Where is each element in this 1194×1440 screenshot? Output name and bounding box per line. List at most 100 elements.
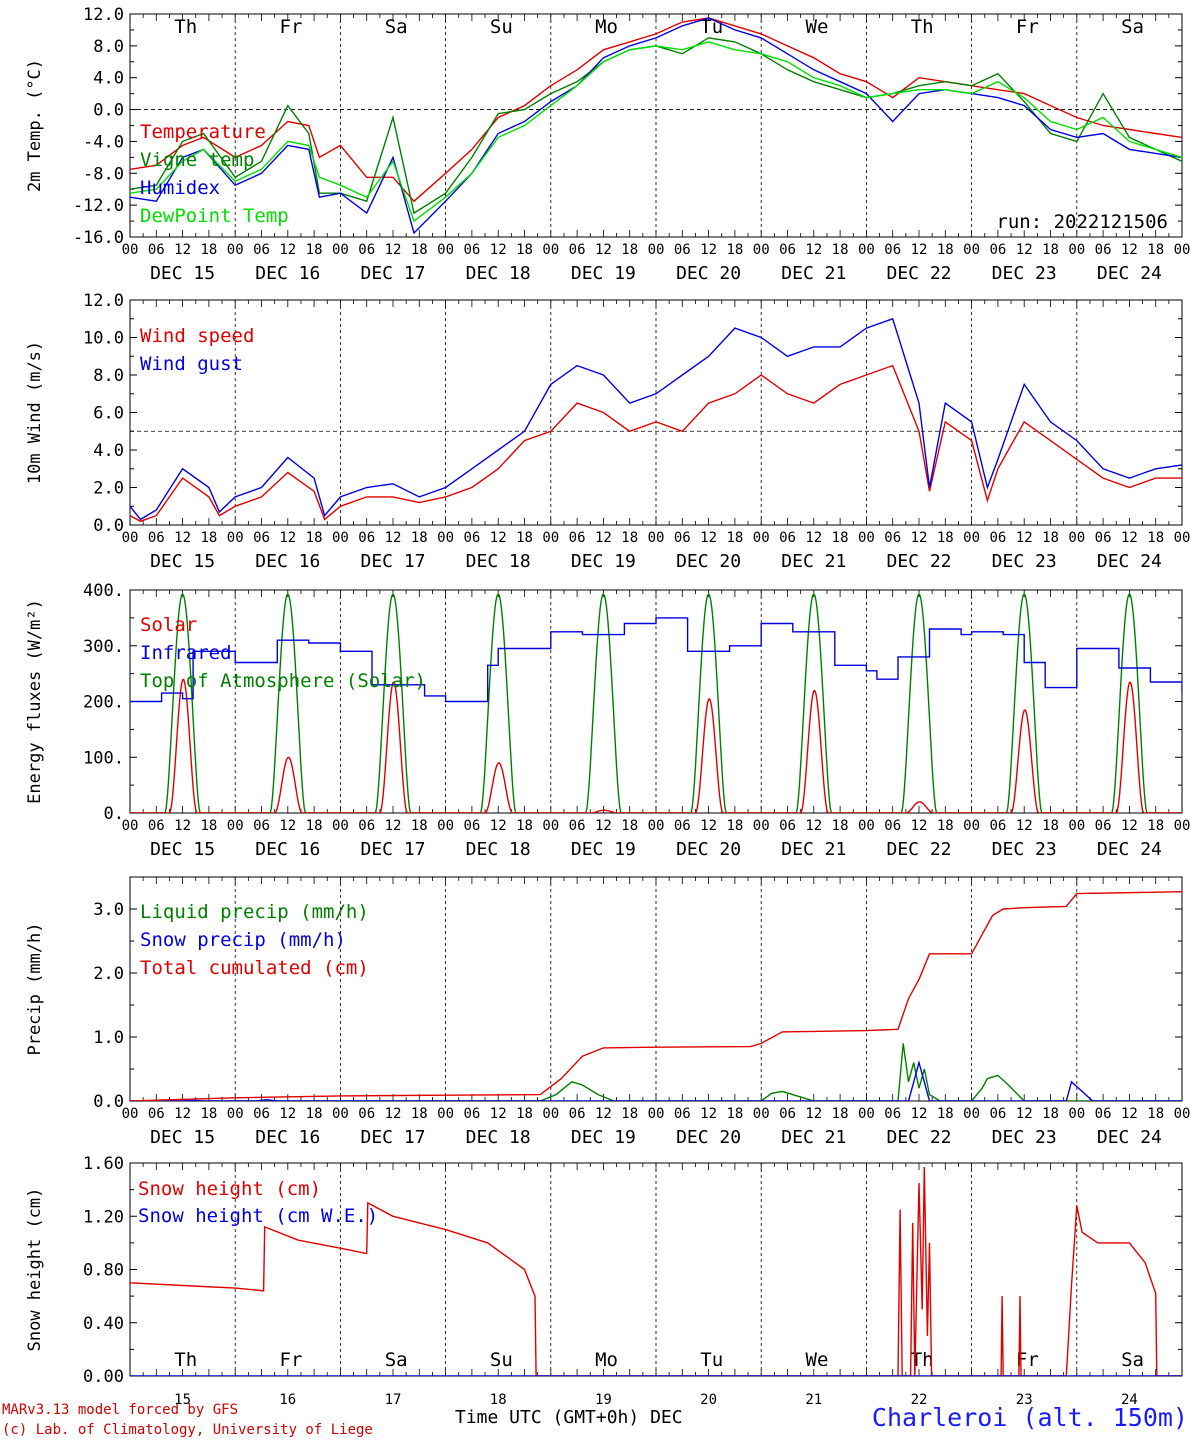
- y-tick-label: 300.: [83, 637, 124, 657]
- hour-tick-label: 00: [753, 1106, 770, 1122]
- weekday-label: Mo: [595, 1349, 618, 1371]
- hour-tick-label: 18: [1147, 1106, 1164, 1122]
- hour-tick-label: 00: [542, 242, 559, 258]
- legend-entry: Infrared: [140, 642, 232, 664]
- date-label: DEC 19: [571, 839, 636, 860]
- hour-tick-label: 12: [490, 818, 507, 834]
- hour-tick-label: 12: [385, 818, 402, 834]
- hour-tick-label: 00: [963, 242, 980, 258]
- hour-tick-label: 00: [437, 1106, 454, 1122]
- y-tick-label: -12.0: [73, 196, 124, 216]
- hour-tick-label: 06: [884, 1106, 901, 1122]
- hour-tick-label: 18: [726, 530, 743, 546]
- credit-line-2: (c) Lab. of Climatology, University of L…: [2, 1422, 373, 1438]
- y-tick-label: 2.0: [93, 479, 124, 499]
- hour-tick-label: 12: [385, 530, 402, 546]
- weekday-label: Fr: [1016, 1349, 1039, 1371]
- hour-tick-label: 12: [805, 818, 822, 834]
- date-label: DEC 20: [676, 1127, 741, 1148]
- hour-tick-label: 12: [595, 242, 612, 258]
- hour-tick-label: 06: [358, 1106, 375, 1122]
- date-label: DEC 16: [255, 263, 320, 284]
- hour-tick-label: 12: [490, 1106, 507, 1122]
- hour-tick-label: 06: [463, 530, 480, 546]
- chart-panel-3: 0. 100. 200. 300. 400. Energy fluxes (W/m²) 00…: [25, 581, 1190, 860]
- y-tick-label: 8.0: [93, 37, 124, 57]
- legend-entry: Top of Atmosphere (Solar): [140, 670, 426, 692]
- hour-tick-label: 06: [463, 242, 480, 258]
- hour-tick-label: 12: [700, 242, 717, 258]
- hour-tick-label: 12: [805, 530, 822, 546]
- date-label: DEC 15: [150, 1127, 215, 1148]
- hour-tick-label: 06: [989, 530, 1006, 546]
- hour-tick-label: 18: [306, 530, 323, 546]
- hour-tick-label: 18: [832, 818, 849, 834]
- hour-tick-label: 00: [963, 530, 980, 546]
- hour-tick-label: 18: [1147, 818, 1164, 834]
- hour-tick-label: 18: [306, 242, 323, 258]
- hour-tick-label: 06: [674, 530, 691, 546]
- weekday-label: Tu: [700, 1349, 723, 1371]
- hour-tick-label: 18: [306, 818, 323, 834]
- y-tick-label: 1.0: [93, 1028, 124, 1048]
- legend-entry: Humidex: [140, 177, 220, 199]
- day-number-label: 18: [490, 1392, 507, 1408]
- date-label: DEC 24: [1097, 1127, 1162, 1148]
- hour-tick-label: 18: [411, 818, 428, 834]
- hour-tick-label: 00: [1068, 818, 1085, 834]
- weekday-label: Sa: [385, 1349, 408, 1371]
- hour-tick-label: 12: [1016, 818, 1033, 834]
- hour-tick-label: 12: [700, 530, 717, 546]
- hour-tick-label: 00: [753, 530, 770, 546]
- y-axis-title: 2m Temp. (°C): [25, 59, 45, 192]
- hour-tick-label: 00: [1174, 1106, 1191, 1122]
- hour-tick-label: 06: [358, 818, 375, 834]
- date-label: DEC 24: [1097, 263, 1162, 284]
- legend-entry: Total cumulated (cm): [140, 957, 369, 979]
- weekday-label: Fr: [280, 1349, 303, 1371]
- hour-tick-label: 18: [1042, 1106, 1059, 1122]
- legend-entry: Snow height (cm): [138, 1178, 321, 1200]
- hour-tick-label: 00: [1174, 818, 1191, 834]
- hour-tick-label: 06: [884, 242, 901, 258]
- weekday-label: Su: [490, 1349, 513, 1371]
- date-label: DEC 24: [1097, 839, 1162, 860]
- hour-tick-label: 12: [805, 1106, 822, 1122]
- hour-tick-label: 18: [1147, 242, 1164, 258]
- date-label: DEC 24: [1097, 551, 1162, 572]
- hour-tick-label: 18: [937, 1106, 954, 1122]
- hour-tick-label: 06: [989, 1106, 1006, 1122]
- hour-tick-label: 18: [306, 1106, 323, 1122]
- y-tick-label: 0.0: [93, 101, 124, 121]
- hour-tick-label: 06: [253, 242, 270, 258]
- y-tick-label: 10.0: [83, 329, 124, 349]
- hour-tick-label: 18: [726, 1106, 743, 1122]
- y-tick-label: 0.40: [83, 1314, 124, 1334]
- date-label: DEC 17: [360, 551, 425, 572]
- date-label: DEC 15: [150, 263, 215, 284]
- legend-entry: Wind gust: [140, 353, 243, 375]
- day-number-label: 23: [1016, 1392, 1033, 1408]
- y-tick-label: 0.0: [93, 1092, 124, 1112]
- hour-tick-label: 06: [674, 242, 691, 258]
- hour-tick-label: 00: [753, 242, 770, 258]
- legend-entry: Liquid precip (mm/h): [140, 901, 369, 923]
- hour-tick-label: 06: [569, 1106, 586, 1122]
- date-label: DEC 17: [360, 263, 425, 284]
- hour-tick-label: 12: [911, 1106, 928, 1122]
- date-label: DEC 22: [886, 1127, 951, 1148]
- hour-tick-label: 18: [200, 1106, 217, 1122]
- hour-tick-label: 00: [332, 242, 349, 258]
- hour-tick-label: 06: [674, 818, 691, 834]
- hour-tick-label: 12: [385, 1106, 402, 1122]
- hour-tick-label: 00: [648, 242, 665, 258]
- hour-tick-label: 00: [963, 818, 980, 834]
- day-number-label: 21: [805, 1392, 822, 1408]
- y-tick-label: 4.0: [93, 69, 124, 89]
- date-label: DEC 17: [360, 839, 425, 860]
- hour-tick-label: 00: [858, 530, 875, 546]
- hour-tick-label: 06: [674, 1106, 691, 1122]
- hour-tick-label: 06: [569, 530, 586, 546]
- day-number-label: 19: [595, 1392, 612, 1408]
- hour-tick-label: 18: [200, 818, 217, 834]
